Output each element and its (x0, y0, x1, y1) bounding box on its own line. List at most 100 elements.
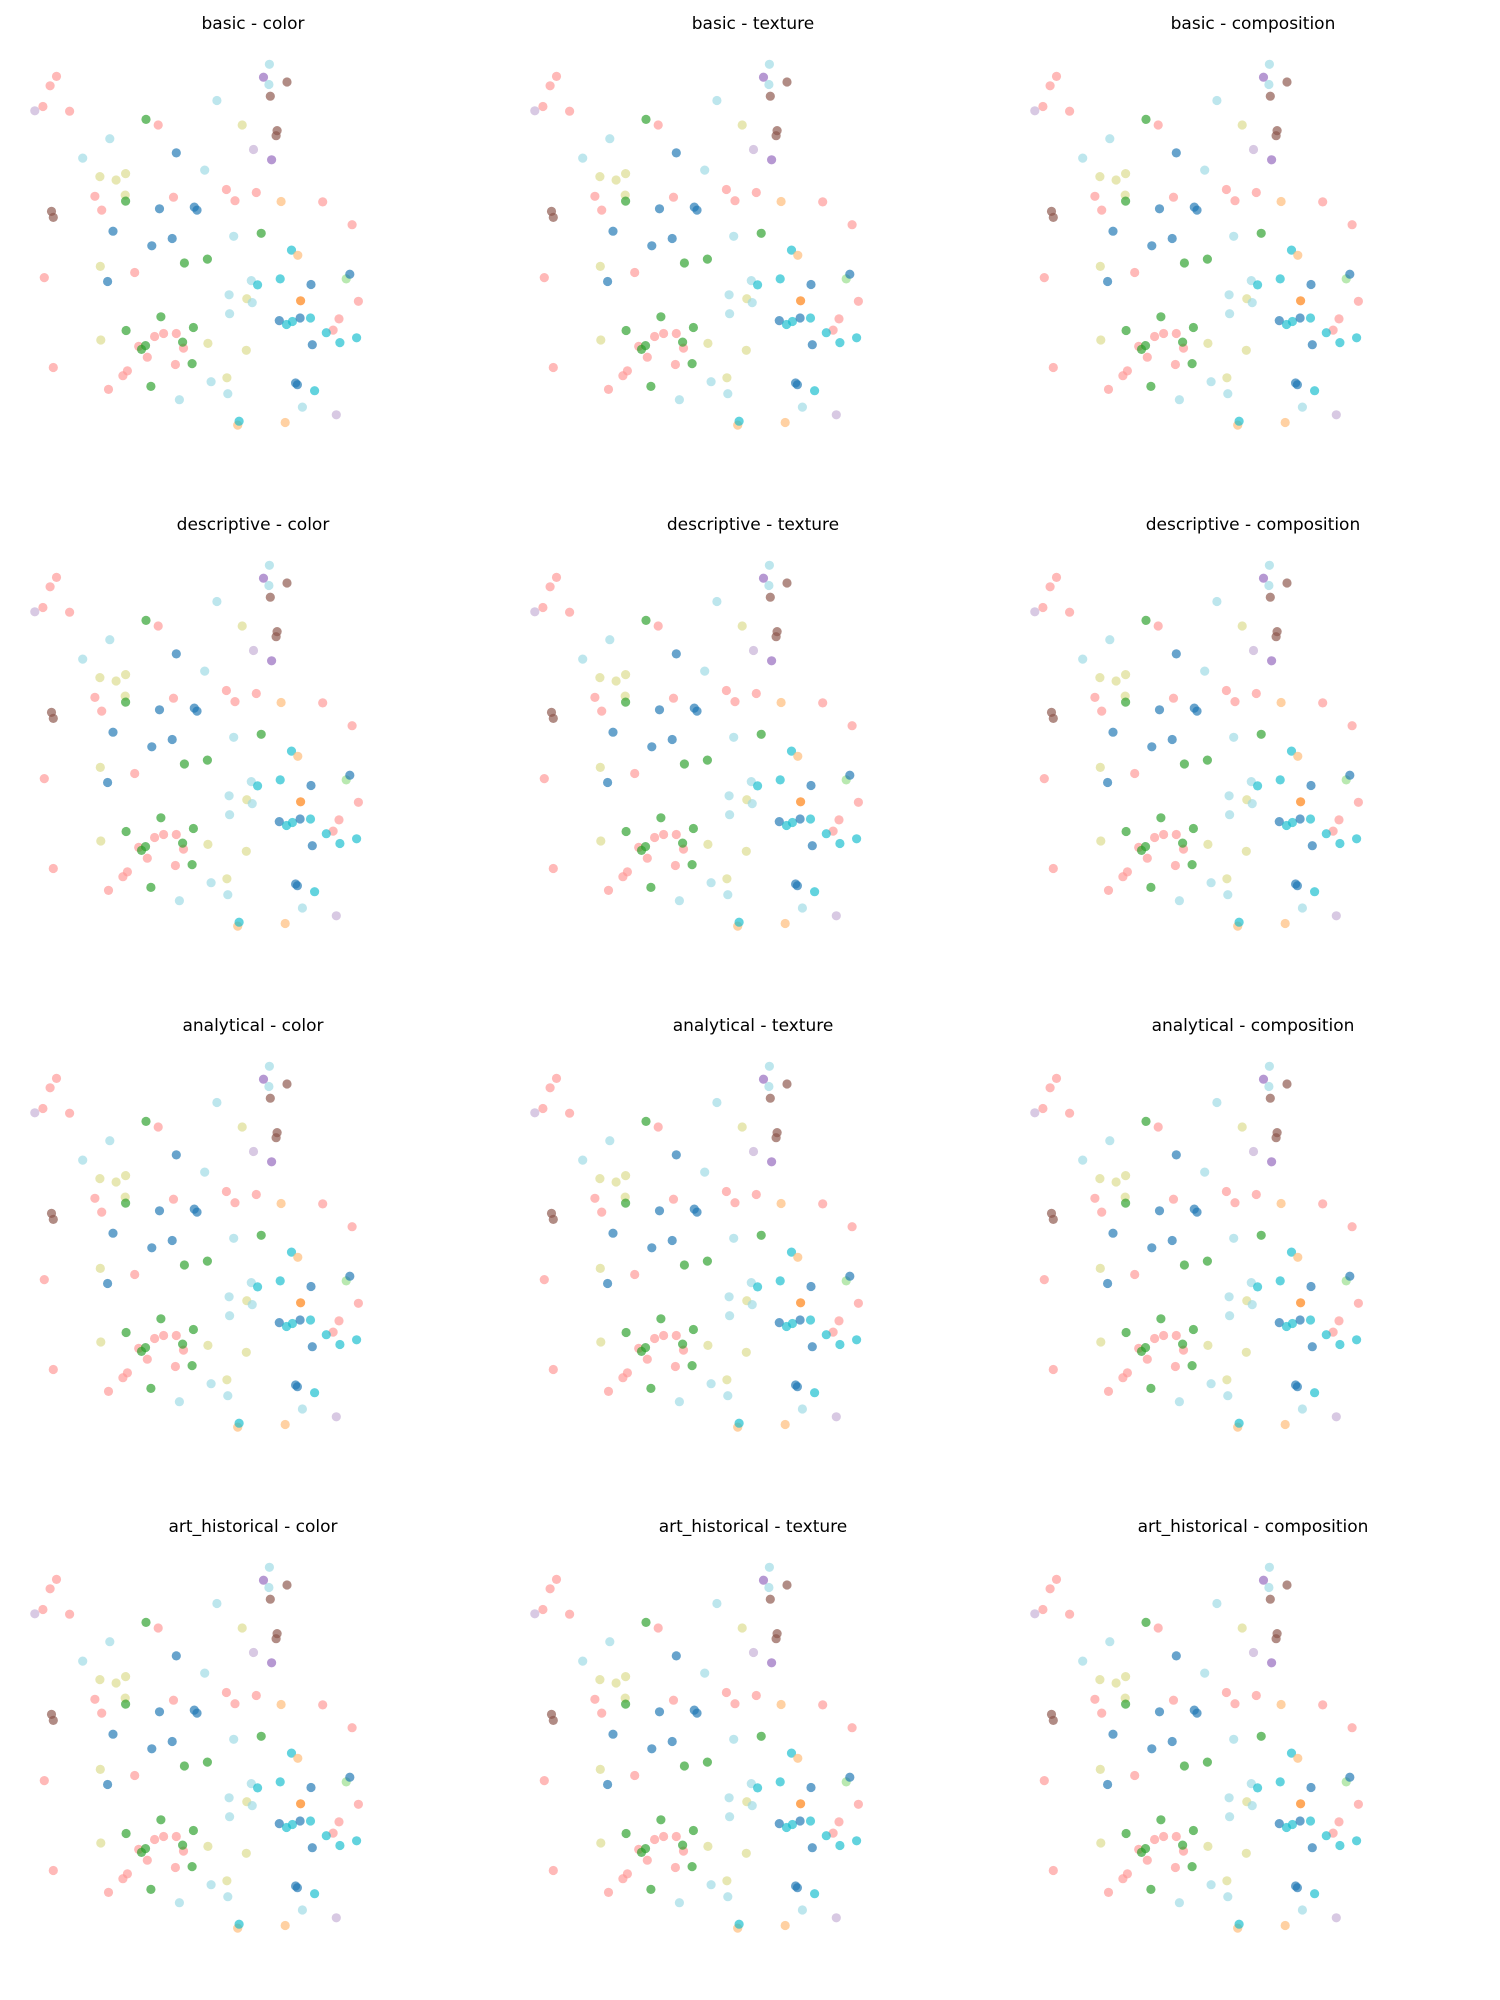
scatter-point (670, 860, 681, 871)
scatter-point (653, 120, 663, 130)
scatter-point (108, 727, 118, 737)
scatter-point (806, 1281, 816, 1292)
scatter-point (1222, 373, 1232, 383)
scatter-point (530, 1609, 540, 1619)
scatter-point (751, 1690, 761, 1701)
scatter-point (280, 1920, 290, 1931)
scatter-point (630, 768, 640, 779)
scatter-point (267, 1157, 277, 1167)
scatter-point (202, 1757, 212, 1767)
scatter-point (721, 184, 732, 195)
scatter-point (286, 1748, 297, 1758)
scatter-point (1331, 1412, 1341, 1422)
scatter-point (1296, 1799, 1306, 1809)
scatter-point (170, 359, 180, 370)
scatter-point (1293, 250, 1303, 260)
scatter-point (206, 1379, 216, 1389)
scatter-point (831, 1913, 841, 1923)
scatter-point (206, 377, 216, 387)
scatter-point (671, 649, 681, 659)
scatter-point (95, 1675, 105, 1685)
scatter-point (767, 1157, 777, 1167)
scatter-point (1171, 1651, 1181, 1661)
scatter-point (734, 1418, 744, 1428)
scatter-point (202, 254, 212, 264)
subplot: descriptive - texture (530, 515, 864, 931)
scatter-point (1258, 1074, 1269, 1084)
scatter-point (1264, 59, 1274, 69)
scatter-point (1187, 359, 1197, 369)
scatter-point (797, 1404, 808, 1414)
scatter-point (1171, 649, 1181, 659)
scatter-point (845, 770, 855, 780)
scatter-point (65, 1108, 75, 1118)
scatter-point (1352, 1335, 1362, 1345)
scatter-point (595, 1263, 605, 1273)
scatter-point (1095, 1675, 1105, 1685)
scatter-point (590, 1694, 600, 1704)
scatter-point (222, 1375, 232, 1385)
scatter-point (565, 1609, 575, 1619)
scatter-point (764, 79, 774, 90)
scatter-point (271, 1133, 281, 1143)
scatter-point (146, 381, 156, 391)
scatter-point (654, 705, 665, 715)
scatter-point (38, 101, 48, 112)
scatter-point (221, 1186, 231, 1197)
scatter-point (95, 762, 105, 773)
scatter-point (578, 1155, 588, 1165)
scatter-point (781, 820, 792, 831)
scatter-point (1229, 1233, 1239, 1243)
scatter-point (780, 1419, 790, 1430)
scatter-point (1136, 1346, 1147, 1356)
scatter-point (1122, 867, 1132, 877)
scatter-point (835, 338, 845, 348)
scatter-point (700, 1668, 710, 1678)
scatter-point (159, 829, 169, 840)
subplot: descriptive - composition (1030, 515, 1363, 931)
scatter-point (805, 814, 816, 824)
scatter-point (1203, 1340, 1213, 1350)
scatter-point (1159, 1831, 1169, 1842)
scatter-point (1248, 645, 1259, 656)
scatter-point (590, 1193, 600, 1203)
scatter-point (1154, 1707, 1165, 1717)
scatter-point (167, 1235, 177, 1246)
scatter-point (688, 823, 699, 834)
scatter-point (653, 1122, 663, 1132)
scatter-point (1248, 1647, 1259, 1658)
scatter-point (1305, 1816, 1316, 1826)
scatter-point (806, 279, 816, 290)
scatter-point (1188, 322, 1198, 333)
scatter-point (168, 1695, 179, 1705)
scatter-point (1305, 1315, 1316, 1325)
scatter-point (753, 1783, 763, 1793)
scatter-point (548, 713, 558, 724)
scatter-point (1030, 1609, 1040, 1619)
scatter-point (147, 1243, 157, 1253)
scatter-point (551, 1073, 562, 1083)
scatter-point (1078, 1155, 1088, 1165)
scatter-point (229, 1734, 239, 1744)
scatter-point (150, 331, 160, 342)
scatter-point (636, 1346, 647, 1356)
scatter-point (767, 656, 777, 666)
scatter-point (853, 1298, 864, 1308)
scatter-point (307, 1843, 317, 1853)
scatter-point (229, 1233, 239, 1243)
scatter-point (647, 742, 657, 752)
scatter-point (331, 410, 341, 420)
scatter-point (241, 846, 251, 856)
scatter-point (1223, 1391, 1233, 1401)
scatter-point (1230, 1198, 1240, 1208)
subplot: analytical - color (30, 1016, 363, 1432)
scatter-point (782, 578, 792, 588)
scatter-point (796, 296, 806, 306)
scatter-point (271, 632, 281, 642)
scatter-point (51, 1073, 62, 1083)
scatter-point (1275, 1276, 1285, 1286)
scatter-point (306, 279, 316, 290)
scatter-point (722, 874, 732, 884)
scatter-point (221, 1687, 231, 1698)
scatter-point (78, 1155, 88, 1165)
